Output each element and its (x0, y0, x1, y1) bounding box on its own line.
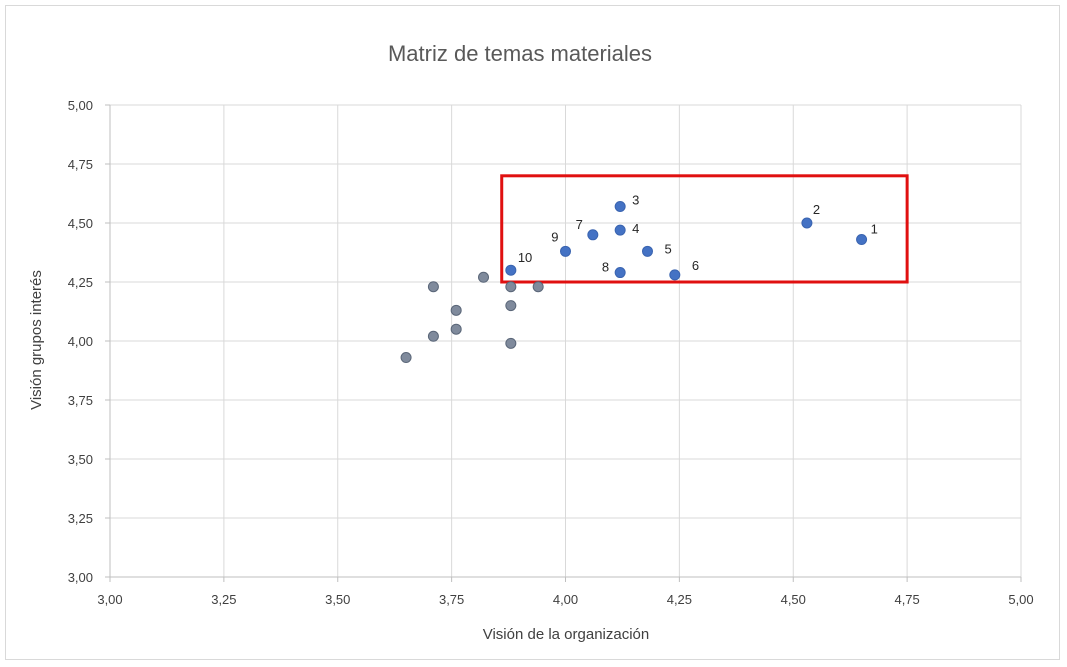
data-point (478, 271, 490, 283)
data-label-9: 9 (551, 229, 558, 244)
data-label-7: 7 (576, 217, 583, 232)
data-point (505, 300, 517, 312)
data-label-4: 4 (632, 221, 639, 236)
data-label-10: 10 (518, 250, 532, 265)
data-label-5: 5 (664, 241, 671, 256)
data-point-2 (801, 217, 813, 229)
y-tick-label: 3,00 (68, 570, 93, 585)
data-point (450, 323, 462, 335)
data-point-7 (587, 229, 599, 241)
y-tick-label: 3,50 (68, 452, 93, 467)
y-axis-title: Visión grupos interés (28, 270, 45, 410)
y-tick-label: 4,75 (68, 157, 93, 172)
point-labels: 1 2 3 4 5 6 7 8 9 10 (518, 192, 878, 274)
x-tick-label: 3,50 (325, 592, 350, 607)
data-label-3: 3 (632, 192, 639, 207)
data-point-1 (856, 234, 868, 246)
data-point (532, 281, 544, 293)
x-tick-label: 4,00 (553, 592, 578, 607)
data-point-3 (614, 200, 626, 212)
x-tick-label: 3,25 (211, 592, 236, 607)
y-tick-label: 3,25 (68, 511, 93, 526)
y-tick-label: 4,00 (68, 334, 93, 349)
tick-labels: 3,00 3,25 3,50 3,75 4,00 4,25 4,50 4,75 5,00 3,00… (68, 98, 1034, 607)
data-point-4 (614, 224, 626, 236)
x-tick-label: 3,75 (439, 592, 464, 607)
data-label-6: 6 (692, 258, 699, 273)
data-point (450, 304, 462, 316)
axes (105, 104, 1022, 582)
data-point (400, 352, 412, 364)
x-tick-label: 4,25 (667, 592, 692, 607)
y-tick-label: 4,50 (68, 216, 93, 231)
x-tick-label: 5,00 (1008, 592, 1033, 607)
data-point-8 (614, 267, 626, 279)
highlight-box (500, 174, 909, 284)
data-points (400, 200, 868, 364)
data-point-5 (641, 245, 653, 257)
gridlines (110, 104, 1022, 577)
x-axis-title: Visión de la organización (483, 626, 650, 643)
chart-frame (5, 5, 1060, 660)
data-point (505, 337, 517, 349)
data-point (505, 281, 517, 293)
x-tick-label: 3,00 (97, 592, 122, 607)
data-point-9 (560, 245, 571, 257)
data-point (427, 281, 439, 293)
data-point (427, 330, 439, 342)
y-tick-label: 4,25 (68, 275, 93, 290)
chart-title: Matriz de temas materiales (388, 41, 652, 66)
y-tick-label: 3,75 (68, 393, 93, 408)
x-tick-label: 4,75 (894, 592, 919, 607)
y-tick-label: 5,00 (68, 98, 93, 113)
data-label-1: 1 (871, 222, 878, 237)
x-tick-label: 4,50 (781, 592, 806, 607)
data-label-8: 8 (602, 260, 609, 275)
data-point-6 (669, 269, 681, 281)
data-point-10 (505, 264, 517, 276)
data-label-2: 2 (813, 202, 820, 217)
